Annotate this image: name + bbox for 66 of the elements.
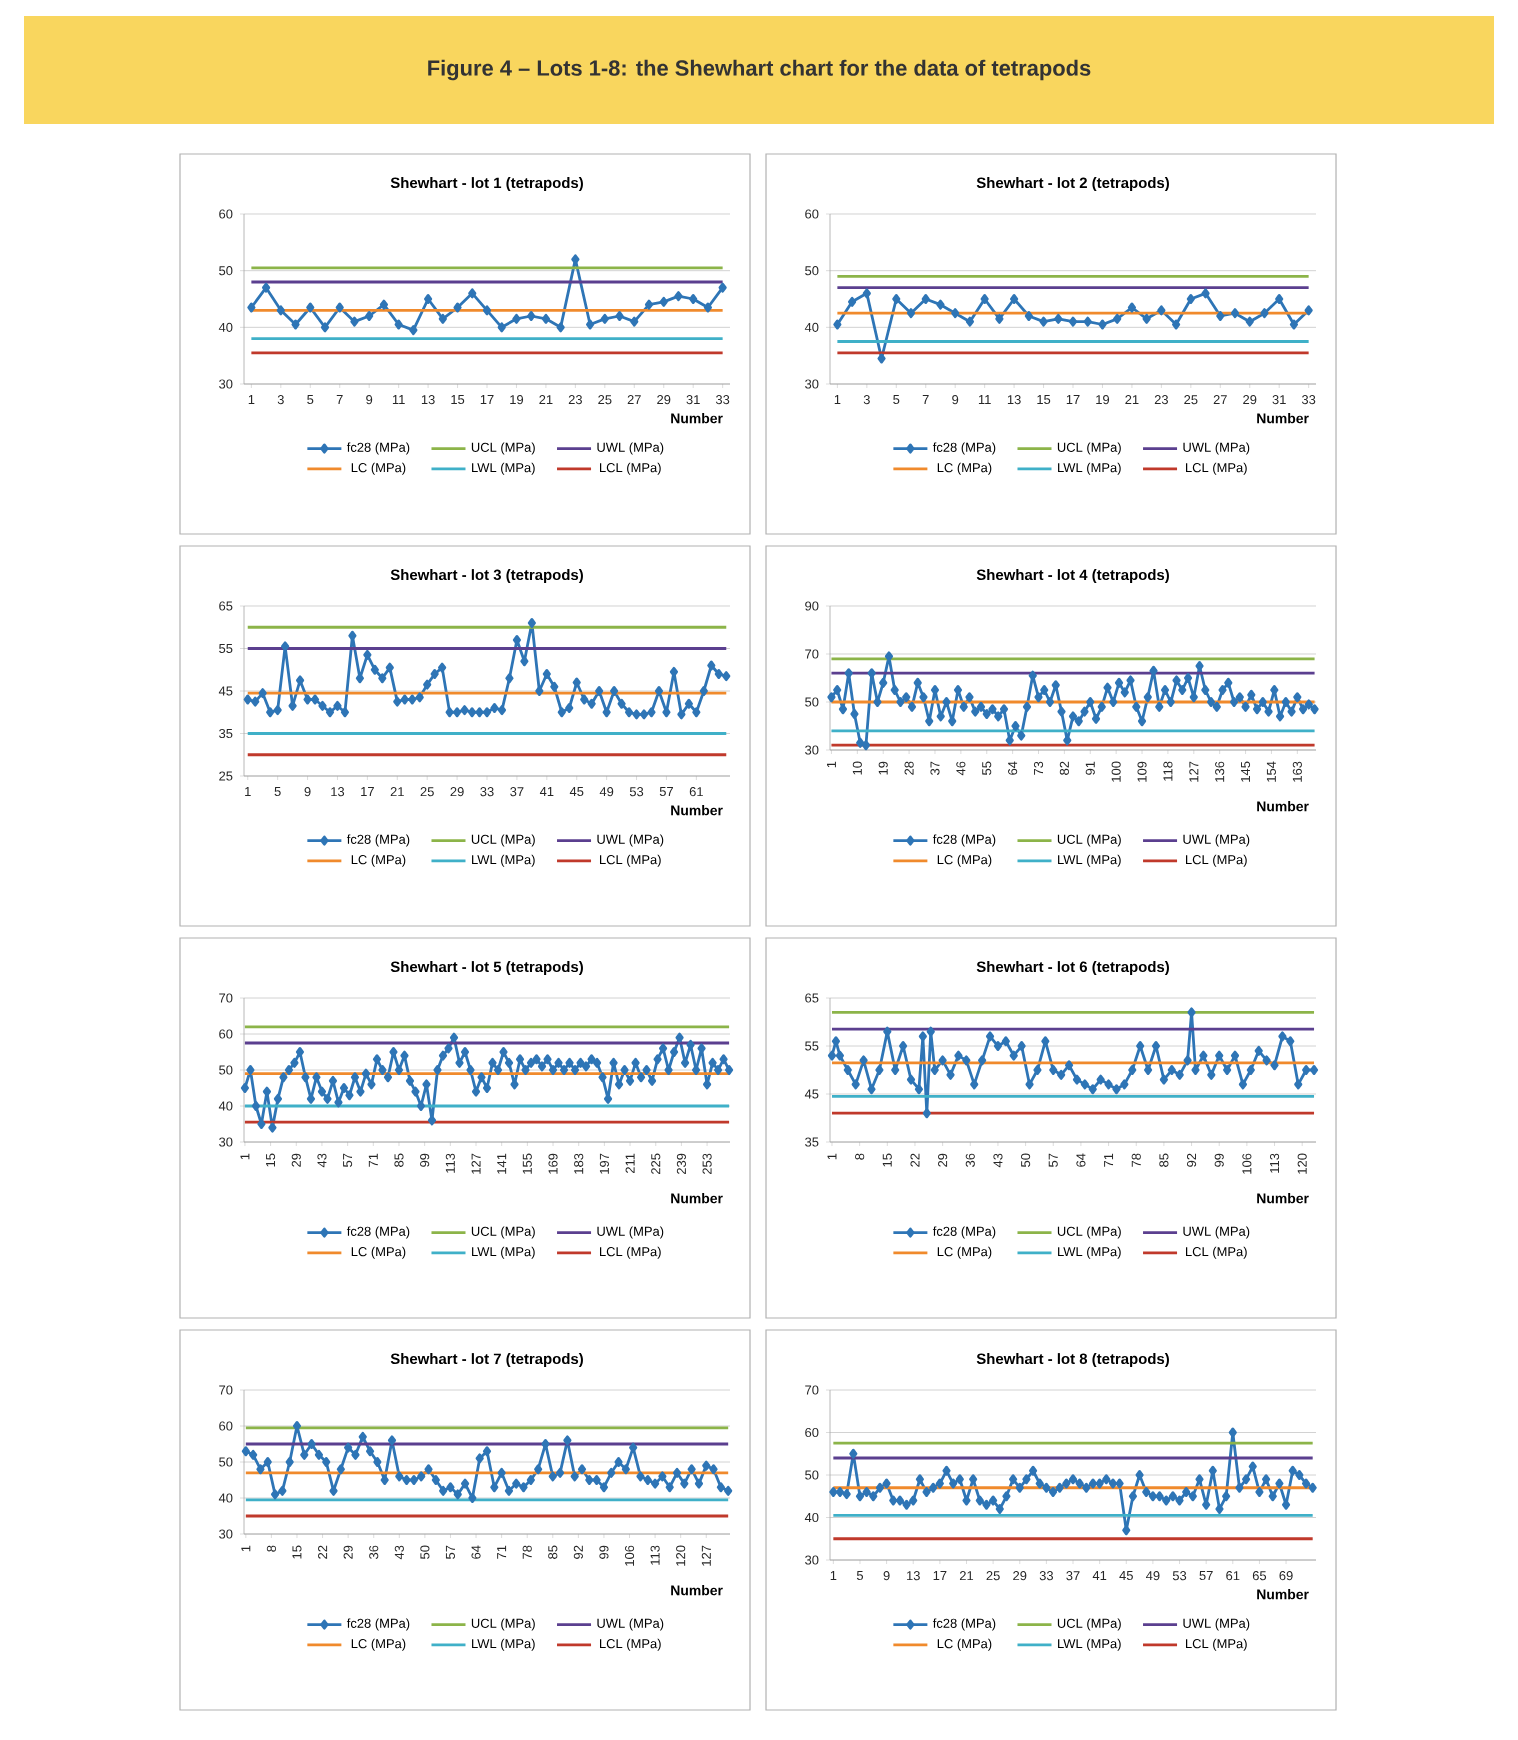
point	[951, 308, 960, 319]
point	[306, 302, 315, 313]
point	[1157, 305, 1166, 316]
point	[877, 353, 886, 364]
point	[906, 308, 916, 319]
point	[1098, 319, 1107, 330]
point	[261, 282, 271, 293]
point	[1010, 294, 1019, 304]
point	[379, 299, 389, 310]
point	[586, 319, 595, 330]
point	[703, 302, 713, 313]
point	[1289, 319, 1299, 330]
point	[1083, 316, 1092, 327]
point	[468, 288, 477, 299]
point	[497, 322, 506, 333]
point	[556, 322, 565, 333]
point	[1172, 319, 1181, 330]
point	[1186, 294, 1195, 304]
point	[409, 325, 418, 336]
point	[600, 313, 609, 324]
point	[350, 316, 359, 327]
point	[335, 302, 344, 313]
point	[833, 319, 842, 330]
point	[644, 299, 654, 310]
point	[848, 296, 857, 307]
point	[718, 282, 727, 293]
point	[482, 305, 492, 316]
point	[1230, 308, 1240, 319]
point	[936, 299, 945, 310]
point	[394, 319, 403, 330]
point	[892, 294, 901, 304]
point	[1039, 316, 1048, 327]
point	[1216, 311, 1225, 321]
point	[291, 319, 300, 330]
point	[921, 294, 930, 304]
point	[630, 316, 639, 327]
point	[512, 313, 521, 324]
caption: Figure 4 – Lots 1-8: the Shewhart chart for the data of tetrapods	[428, 59, 1091, 81]
point	[1260, 308, 1269, 319]
point	[995, 313, 1004, 324]
point	[980, 294, 989, 304]
point	[247, 302, 256, 313]
point	[659, 296, 668, 307]
point	[527, 311, 536, 321]
point	[423, 294, 433, 304]
point	[320, 322, 330, 333]
point	[615, 311, 624, 321]
point	[1024, 311, 1033, 321]
point	[965, 316, 975, 327]
point	[1304, 305, 1313, 316]
point	[438, 313, 447, 324]
point	[1068, 316, 1078, 327]
point	[453, 302, 462, 313]
point	[1245, 316, 1254, 327]
point	[1113, 313, 1122, 324]
point	[541, 313, 551, 324]
point	[365, 311, 374, 321]
point	[1275, 294, 1284, 304]
point	[674, 291, 683, 302]
point	[276, 305, 285, 316]
point	[1142, 313, 1151, 324]
point	[1127, 302, 1137, 313]
point	[862, 288, 871, 299]
point	[689, 294, 698, 304]
point	[1201, 288, 1210, 299]
point	[1054, 313, 1063, 324]
